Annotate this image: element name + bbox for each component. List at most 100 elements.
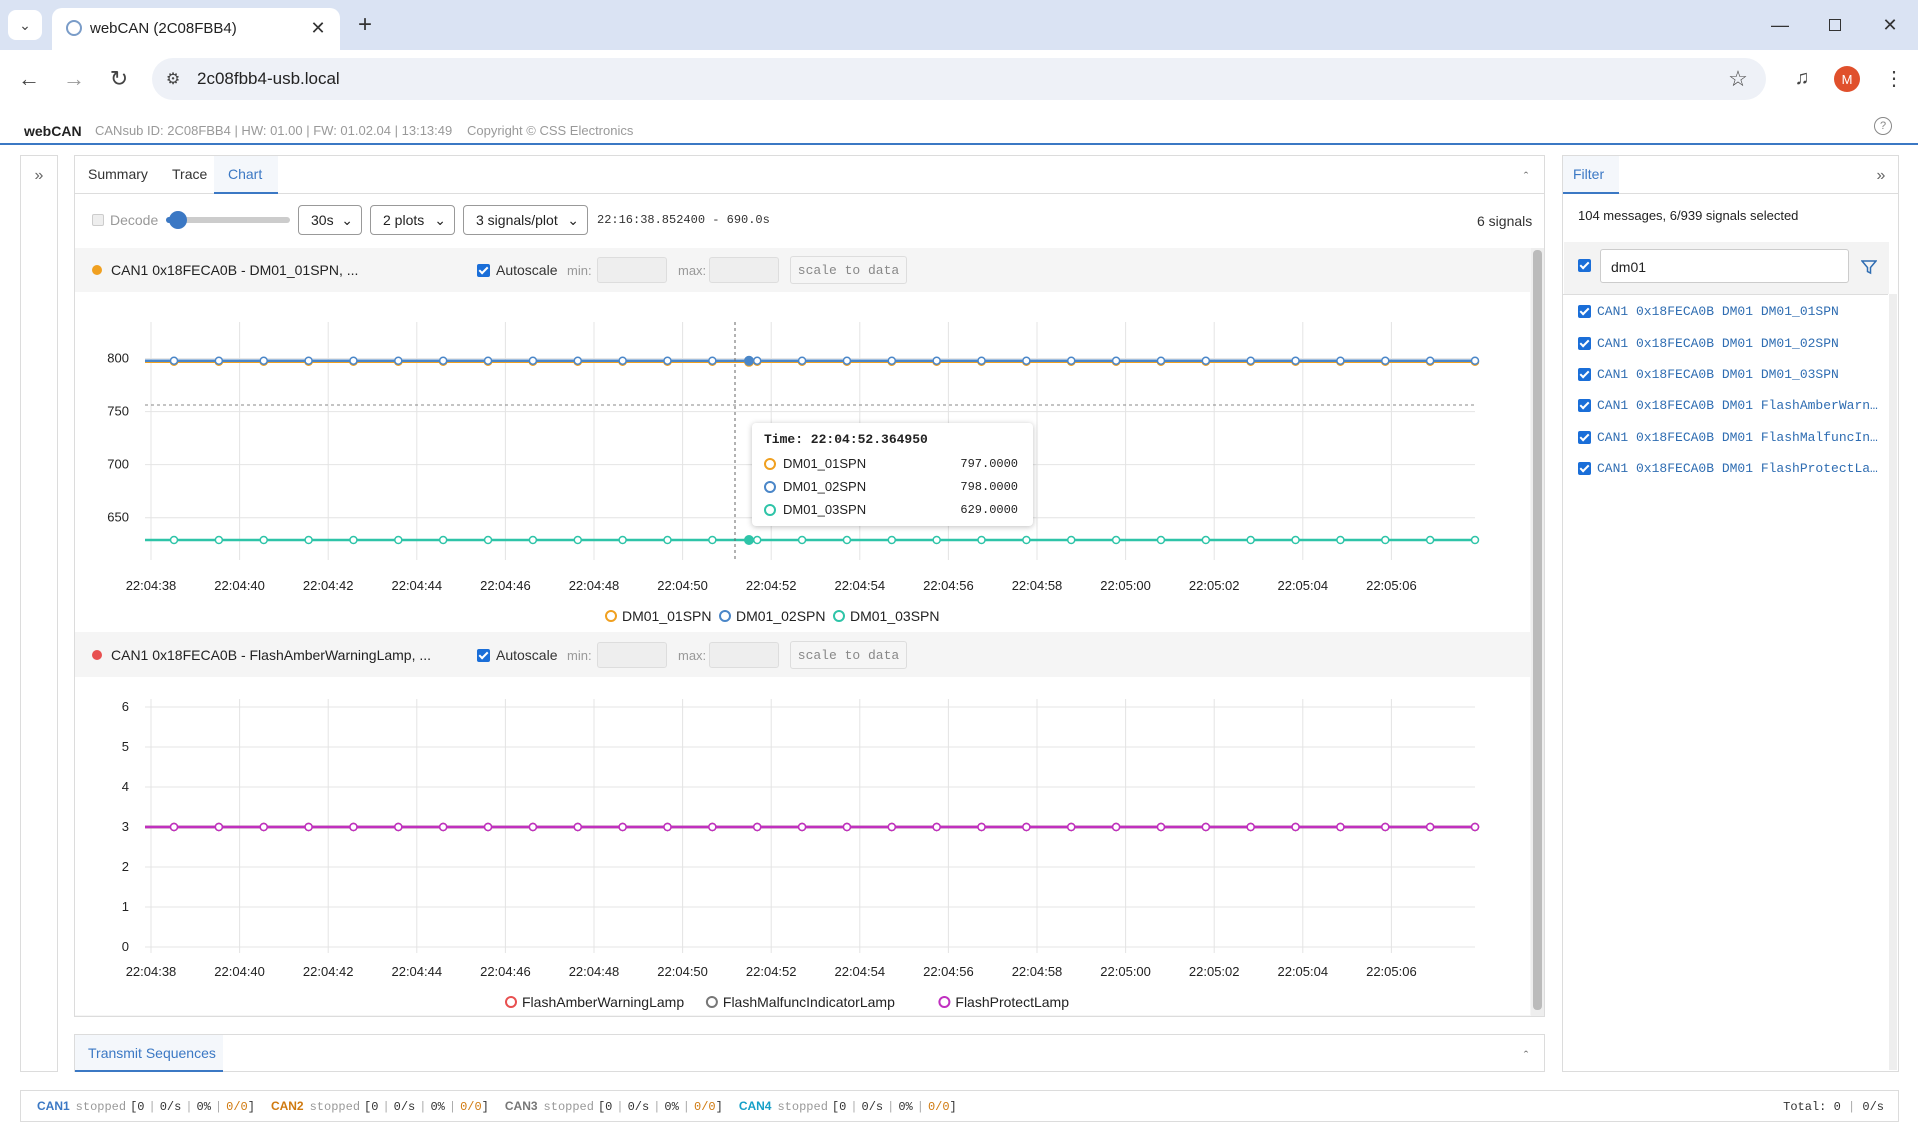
filter-tab[interactable]: Filter [1563,156,1619,194]
x-tick-label: 22:05:04 [1277,964,1328,979]
signal-checkbox[interactable] [1578,337,1591,350]
decode-slider[interactable] [166,211,290,229]
forward-icon[interactable]: → [63,66,85,91]
total-count: 0 [1833,1100,1841,1114]
tab-trace[interactable]: Trace [172,166,208,182]
channel-load: 0% [430,1100,445,1114]
channel-errors: 0/0 [927,1100,950,1114]
data-point [1291,535,1300,545]
channel-name: CAN3 [504,1099,538,1113]
filter-signal-item[interactable]: CAN1 0x18FECA0B DM01 FlashMalfuncIn… [1578,428,1878,448]
x-tick-label: 22:04:46 [480,578,531,593]
x-tick-label: 22:04:40 [214,964,265,979]
filter-signal-item[interactable]: CAN1 0x18FECA0B DM01 FlashProtectLa… [1578,459,1878,479]
signals-per-plot-select[interactable]: 3 signals/plot ⌄ [463,205,588,235]
plot-1-autoscale-checkbox[interactable] [477,264,490,277]
filter-select-all-checkbox[interactable] [1578,259,1591,272]
plot-2-autoscale-checkbox[interactable] [477,649,490,662]
browser-tab[interactable]: webCAN (2C08FBB4) ✕ [52,8,340,50]
channel-count: 0 [371,1100,379,1114]
data-point [842,535,852,545]
status-channel-can3: CAN3 stopped [0 | 0/s | 0% | 0/0] [504,1099,723,1114]
expand-sidebar-icon[interactable]: » [34,167,44,184]
transmit-tab[interactable]: Transmit Sequences [75,1035,223,1072]
x-tick-label: 22:04:58 [1012,578,1063,593]
plot-1-max-input[interactable] [709,257,779,283]
separator: | [1847,1100,1856,1114]
channel-state: stopped [309,1100,361,1114]
collapse-up-icon[interactable]: ˆ [1523,1047,1529,1063]
data-point [483,535,493,545]
filter-search-input[interactable]: dm01 [1600,249,1849,283]
x-tick-label: 22:04:46 [480,964,531,979]
browser-menu-icon[interactable]: ⋮ [1884,67,1904,90]
signal-checkbox[interactable] [1578,431,1591,444]
filter-signal-item[interactable]: CAN1 0x18FECA0B DM01 DM01_02SPN [1578,334,1878,354]
bracket: ] [715,1100,723,1114]
x-tick-label: 22:04:54 [834,578,885,593]
scrollbar-thumb[interactable] [1533,250,1542,1010]
bookmark-star-icon[interactable]: ☆ [1728,66,1748,91]
chart-2-bg [75,677,1530,1015]
plot-2-min-input[interactable] [597,642,667,668]
site-settings-icon[interactable]: ⚙ [165,71,181,88]
new-tab-icon[interactable]: + [357,11,372,38]
chart-1-legend[interactable]: DM01_01SPN DM01_02SPN DM01_03SPN [605,608,940,624]
data-point [394,356,403,365]
filter-list-scrollbar[interactable] [1889,294,1897,1070]
signal-checkbox[interactable] [1578,462,1591,475]
minimize-icon[interactable]: — [1771,14,1789,35]
address-bar[interactable]: ⚙ 2c08fbb4-usb.local ☆ [152,58,1766,100]
plots-scrollbar[interactable] [1531,248,1544,1016]
plot-2-max-input[interactable] [709,642,779,668]
restore-icon[interactable] [1815,10,1855,40]
data-point [394,822,403,832]
close-window-icon[interactable]: ✕ [1882,14,1898,35]
plot-2-color-dot [92,650,102,660]
signal-checkbox[interactable] [1578,368,1591,381]
close-tab-icon[interactable]: ✕ [310,17,326,38]
plots-select[interactable]: 2 plots ⌄ [370,205,455,235]
chart-2-x-ticks: 22:04:38 22:04:40 22:04:42 22:04:44 22:04:46… [126,964,1417,979]
tooltip-series-value: 629.0000 [960,503,1018,517]
x-tick-label: 22:04:48 [569,578,620,593]
tab-summary[interactable]: Summary [88,166,148,182]
data-point [1156,822,1166,832]
filter-signal-item[interactable]: CAN1 0x18FECA0B DM01 DM01_01SPN [1578,302,1878,322]
filter-funnel-icon[interactable] [1855,253,1883,281]
data-point [1201,535,1211,545]
plot-1-color-dot [92,265,102,275]
signal-checkbox[interactable] [1578,305,1591,318]
window-select[interactable]: 30s ⌄ [298,205,362,235]
signal-checkbox[interactable] [1578,399,1591,412]
x-tick-label: 22:04:42 [303,964,354,979]
chart-2-legend[interactable]: FlashAmberWarningLamp FlashMalfuncIndicat… [505,994,1069,1010]
collapse-panel-icon[interactable]: » [1876,167,1886,184]
collapse-up-icon[interactable]: ˆ [1523,168,1529,184]
data-point [977,356,986,365]
funnel-svg [1861,260,1877,275]
filter-signal-item[interactable]: CAN1 0x18FECA0B DM01 DM01_03SPN [1578,365,1878,385]
filter-signal-item[interactable]: CAN1 0x18FECA0B DM01 FlashAmberWarn… [1578,396,1878,416]
x-tick-label: 22:04:56 [923,578,974,593]
browser-tab-strip: ⌄ webCAN (2C08FBB4) ✕ + — ✕ [0,0,1918,50]
slider-thumb[interactable] [169,211,187,229]
media-controls-icon[interactable]: ♫ [1794,66,1810,89]
reload-icon[interactable]: ↻ [109,66,129,91]
help-icon[interactable]: ? [1874,117,1892,135]
x-tick-label: 22:04:50 [657,578,708,593]
tooltip-series-name: DM01_01SPN [783,456,867,471]
tab-search-button[interactable]: ⌄ [8,10,42,40]
filter-tab-label: Filter [1573,166,1605,182]
plot-2-scale-to-data-button[interactable]: scale to data [790,641,907,669]
data-point [1470,356,1480,365]
decode-checkbox[interactable] [92,214,104,226]
profile-avatar[interactable]: M [1834,66,1860,92]
back-icon[interactable]: ← [18,66,40,91]
plot-1-scale-to-data-button[interactable]: scale to data [790,256,907,284]
tab-title: webCAN (2C08FBB4) [90,20,237,37]
chart-2[interactable]: 6 5 4 3 2 1 0 22:04:38 22:04:40 22:04:42 22:04:44… [75,677,1530,1015]
plot-1-min-input[interactable] [597,257,667,283]
tab-chart[interactable]: Chart [214,156,278,194]
plot-1-autoscale-label: Autoscale [496,262,558,278]
